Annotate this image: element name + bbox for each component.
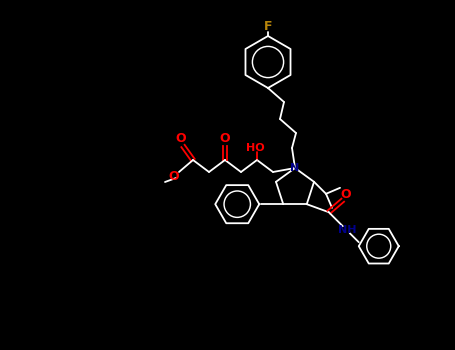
Text: O: O xyxy=(176,132,186,145)
Text: O: O xyxy=(340,188,351,201)
Text: F: F xyxy=(264,21,272,34)
Text: HO: HO xyxy=(246,143,264,153)
Text: O: O xyxy=(220,132,230,145)
Text: NH: NH xyxy=(338,225,356,235)
Text: O: O xyxy=(169,169,179,182)
Text: N: N xyxy=(290,163,300,173)
